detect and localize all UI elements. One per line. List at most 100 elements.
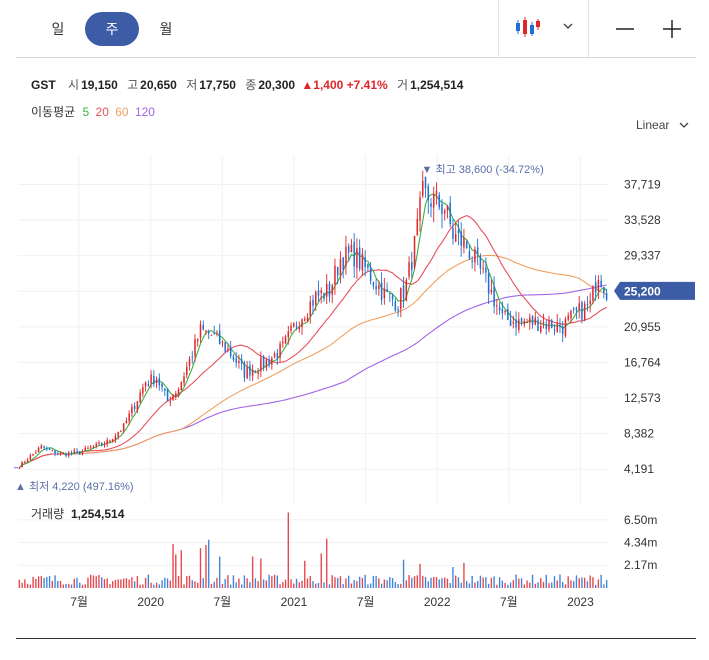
- volume-bar: [600, 574, 602, 588]
- price-tick-label: 8,382: [624, 427, 654, 441]
- candle-body: [422, 180, 424, 196]
- volume-bar: [553, 576, 556, 588]
- candle-body: [548, 319, 550, 330]
- candle-body: [106, 439, 108, 445]
- candle-body: [180, 381, 183, 391]
- candle-body: [564, 319, 567, 337]
- time-tick-label: 2020: [137, 595, 164, 609]
- volume-bar: [446, 578, 449, 588]
- minus-icon[interactable]: [615, 19, 635, 39]
- volume-bar: [375, 576, 377, 588]
- volume-bar: [136, 575, 139, 588]
- price-tick-label: 20,955: [624, 320, 661, 334]
- tab-month[interactable]: 월: [159, 21, 173, 37]
- volume-bar: [290, 579, 292, 588]
- chevron-down-icon[interactable]: [563, 22, 573, 30]
- chart-bottom-border: [16, 638, 696, 639]
- volume-bar: [35, 578, 37, 588]
- candle-body: [424, 176, 427, 189]
- close-value: 20,300: [258, 78, 296, 92]
- price-tick-label: 37,719: [624, 178, 661, 192]
- candle-body: [246, 366, 248, 379]
- volume-bar: [128, 579, 130, 588]
- candle-body: [103, 443, 106, 446]
- current-price-tag: [614, 281, 695, 300]
- candle-body: [498, 307, 501, 311]
- volume-bar: [386, 580, 388, 588]
- volume-bar: [364, 574, 366, 588]
- volume-bar: [92, 575, 95, 588]
- candle-body: [413, 235, 416, 268]
- volume-bar: [232, 575, 235, 588]
- volume-bar: [32, 576, 34, 588]
- volume-bar: [509, 582, 512, 588]
- ma-20-line: [18, 215, 607, 469]
- volume-bar: [545, 574, 547, 588]
- chevron-down-icon: [679, 122, 689, 128]
- candle-body: [290, 325, 292, 331]
- candle-body: [158, 378, 161, 386]
- ma-5[interactable]: 5: [82, 105, 90, 119]
- candle-body: [427, 186, 430, 201]
- volume-bar: [51, 580, 53, 588]
- volume-bar: [265, 580, 268, 588]
- candle-body: [117, 432, 119, 437]
- candle-body: [507, 308, 509, 320]
- volume-bar: [101, 577, 103, 588]
- volume-bar: [367, 584, 369, 588]
- volume-bar: [114, 579, 117, 588]
- candle-body: [487, 273, 490, 294]
- ma-20[interactable]: 20: [95, 105, 109, 119]
- scale-selector[interactable]: Linear: [636, 118, 689, 132]
- volume-bar: [402, 559, 405, 588]
- volume-bar: [65, 583, 67, 588]
- volume-bar: [180, 550, 182, 588]
- time-tick-label: 7월: [357, 595, 375, 609]
- candle-body: [111, 439, 114, 442]
- candle-body: [534, 317, 537, 325]
- price-tick-label: 29,337: [624, 249, 661, 263]
- volume-bar: [548, 583, 550, 588]
- ma-60-line: [18, 254, 607, 469]
- candle-body: [188, 358, 191, 366]
- candlestick-icon[interactable]: [515, 16, 541, 38]
- candle-body: [457, 230, 460, 233]
- volume-bar: [282, 582, 284, 588]
- candle-body: [240, 359, 243, 364]
- candle-body: [87, 448, 89, 450]
- volume-bar: [111, 581, 114, 588]
- candle-body: [24, 461, 26, 463]
- candle-body: [383, 288, 386, 299]
- volume-label: 거: [397, 78, 409, 92]
- ma-60[interactable]: 60: [115, 105, 129, 119]
- volume-bar: [350, 583, 353, 588]
- candle-body: [509, 319, 512, 326]
- volume-bar: [438, 579, 440, 588]
- candle-body: [504, 310, 506, 313]
- volume-bar: [444, 577, 446, 588]
- candle-body: [592, 285, 594, 301]
- plus-icon[interactable]: [662, 19, 682, 39]
- candle-body: [260, 357, 262, 372]
- volume-bar: [427, 581, 429, 588]
- candle-body: [81, 451, 84, 454]
- candle-body: [317, 290, 320, 296]
- candle-body: [51, 449, 54, 451]
- volume-bar: [520, 578, 523, 588]
- candle-body: [353, 241, 355, 267]
- price-chart[interactable]: 37,71933,52829,33725,14620,95516,76412,5…: [0, 140, 709, 610]
- tab-week[interactable]: 주: [85, 12, 139, 46]
- toolbar-divider: [498, 0, 499, 57]
- volume-bar: [84, 584, 86, 588]
- volume-bar: [586, 581, 589, 588]
- volume-bar: [309, 576, 311, 588]
- open-label: 시: [68, 78, 80, 92]
- volume-bar: [476, 581, 479, 588]
- candle-body: [276, 353, 279, 359]
- tab-day[interactable]: 일: [51, 21, 65, 37]
- candle-body: [279, 343, 281, 358]
- ma-120[interactable]: 120: [134, 105, 155, 119]
- volume-bar: [199, 548, 202, 588]
- candle-body: [526, 322, 528, 324]
- open-value: 19,150: [81, 78, 118, 92]
